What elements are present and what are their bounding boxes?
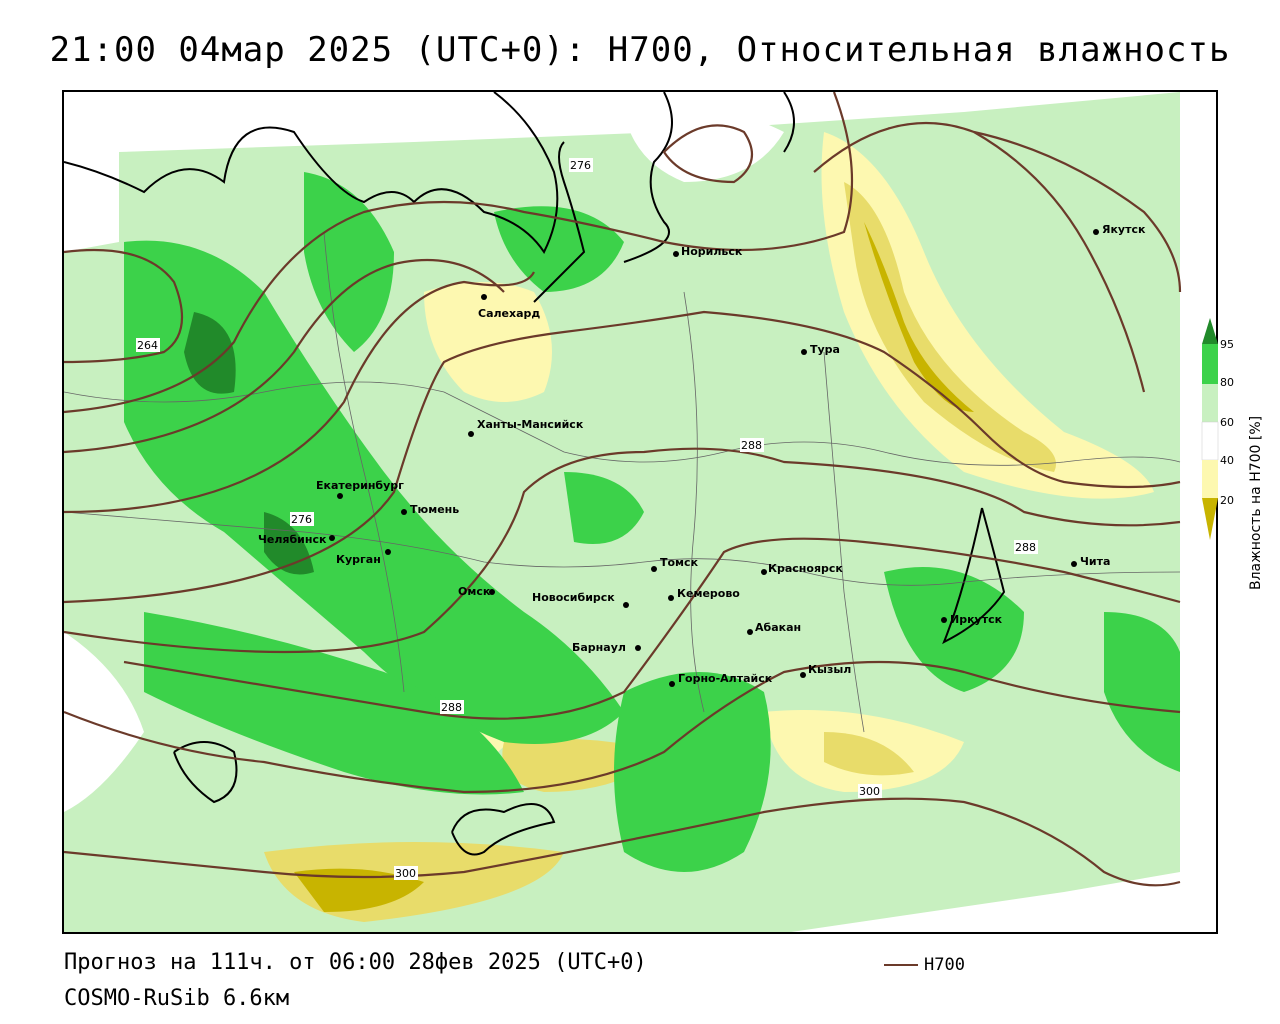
city-marker — [385, 549, 391, 555]
contour-label: 264 — [137, 339, 158, 352]
city-marker — [668, 595, 674, 601]
city-marker — [1093, 229, 1099, 235]
contour-label: 276 — [291, 513, 312, 526]
humidity-map: 276 264 276 288 288 288 300 300 Норильск… — [64, 92, 1182, 932]
city-marker — [761, 569, 767, 575]
city-marker — [481, 294, 487, 300]
city-marker — [401, 509, 407, 515]
colorbar-swatch — [1202, 344, 1218, 384]
map-area[interactable]: 276 264 276 288 288 288 300 300 Норильск… — [62, 90, 1218, 934]
colorbar-tick: 20 — [1220, 494, 1234, 507]
contour-legend-label: H700 — [924, 955, 965, 975]
contour-legend-swatch — [884, 964, 918, 966]
city-label: Норильск — [681, 245, 743, 258]
contour-legend: H700 — [884, 955, 965, 975]
city-label: Горно-Алтайск — [678, 672, 773, 685]
colorbar-swatch — [1202, 460, 1218, 498]
colorbar-tick: 95 — [1220, 338, 1234, 351]
city-label: Ханты-Мансийск — [477, 418, 584, 431]
colorbar-top-arrow — [1202, 318, 1218, 344]
city-label: Екатеринбург — [316, 479, 404, 492]
city-marker — [801, 349, 807, 355]
city-marker — [329, 535, 335, 541]
contour-label: 300 — [395, 867, 416, 880]
colorbar-swatch — [1201, 421, 1219, 461]
city-marker — [489, 589, 495, 595]
colorbar-graphic: 95 80 60 40 20 Влажность на H700 [%] — [1201, 318, 1264, 590]
city-marker — [651, 566, 657, 572]
city-label: Иркутск — [950, 613, 1003, 626]
colorbar-title: Влажность на H700 [%] — [1248, 416, 1264, 590]
city-marker — [635, 645, 641, 651]
city-label: Барнаул — [572, 641, 626, 654]
contour-label: 288 — [1015, 541, 1036, 554]
colorbar-swatch — [1202, 384, 1218, 422]
coastlines — [64, 92, 1006, 856]
city-label: Тюмень — [410, 503, 459, 516]
city-label: Омск — [458, 585, 491, 598]
city-marker — [1071, 561, 1077, 567]
contour-label: 300 — [859, 785, 880, 798]
city-marker — [468, 431, 474, 437]
city-marker — [623, 602, 629, 608]
humidity-colorbar: 95 80 60 40 20 Влажность на H700 [%] — [1200, 300, 1270, 590]
colorbar-tick: 80 — [1220, 376, 1234, 389]
city-marker — [800, 672, 806, 678]
city-label: Якутск — [1102, 223, 1146, 236]
city-label: Новосибирск — [532, 591, 615, 604]
forecast-info: Прогноз на 111ч. от 06:00 28фев 2025 (UT… — [64, 950, 647, 975]
contour-labels: 276 264 276 288 288 288 300 300 — [136, 158, 1038, 880]
city-label: Чита — [1080, 555, 1110, 568]
city-label: Томск — [660, 556, 699, 569]
region-borders — [64, 231, 1181, 733]
contour-label: 288 — [441, 701, 462, 714]
city-label: Курган — [336, 553, 381, 566]
contour-label: 288 — [741, 439, 762, 452]
cities: Норильск Якутск Салехард Тура Ханты-Манс… — [258, 223, 1146, 687]
model-name: COSMO-RuSib 6.6км — [64, 986, 290, 1011]
city-marker — [669, 681, 675, 687]
city-label: Салехард — [478, 307, 540, 320]
city-label: Тура — [810, 343, 840, 356]
map-title: 21:00 04мар 2025 (UTC+0): H700, Относите… — [49, 30, 1231, 70]
city-label: Красноярск — [768, 562, 843, 575]
contour-label: 276 — [570, 159, 591, 172]
city-label: Абакан — [755, 621, 801, 634]
humidity-fields — [64, 92, 1180, 932]
city-marker — [337, 493, 343, 499]
city-label: Кызыл — [808, 663, 851, 676]
colorbar-tick: 40 — [1220, 454, 1234, 467]
city-marker — [941, 617, 947, 623]
colorbar-tick: 60 — [1220, 416, 1234, 429]
city-marker — [747, 629, 753, 635]
city-label: Кемерово — [677, 587, 740, 600]
colorbar-bottom-arrow — [1202, 498, 1218, 540]
city-label: Челябинск — [258, 533, 327, 546]
h700-contours — [64, 92, 1182, 887]
city-marker — [673, 251, 679, 257]
